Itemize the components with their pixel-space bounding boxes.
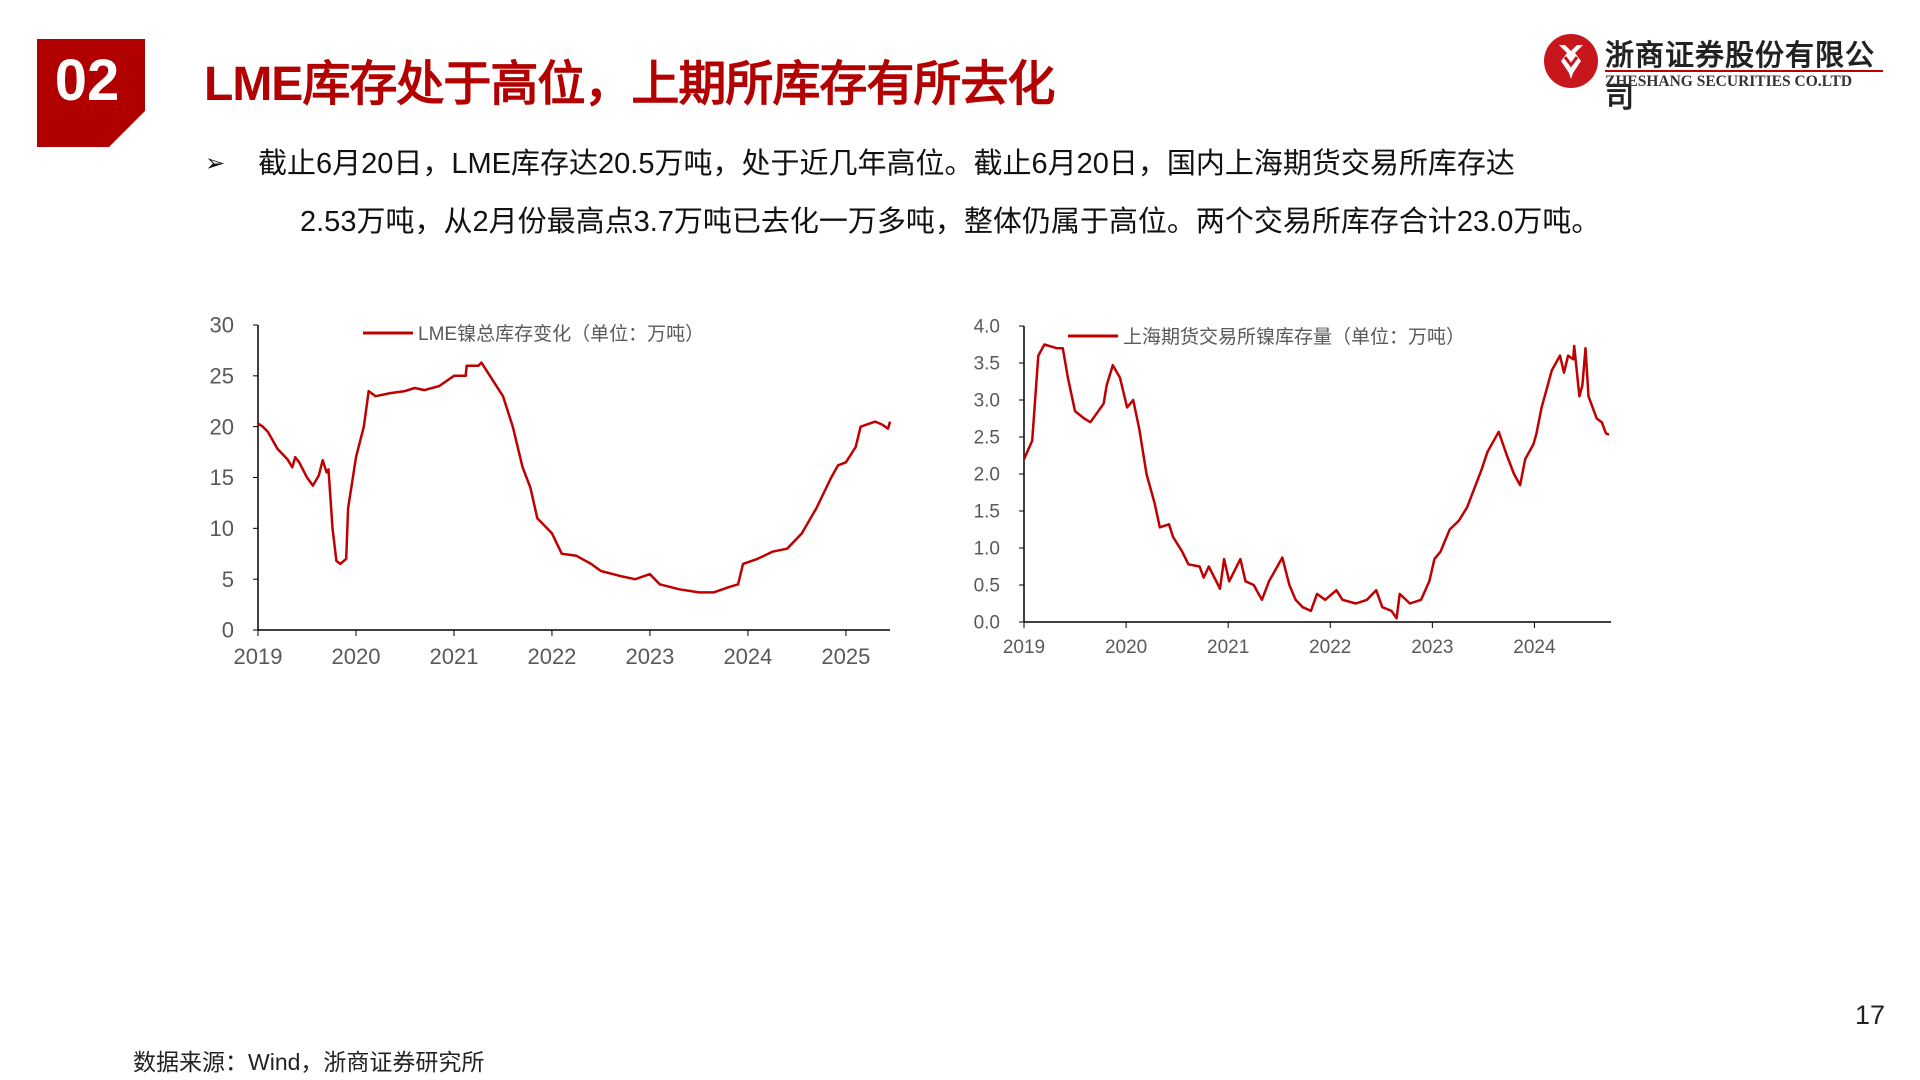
logo-rule bbox=[1605, 70, 1883, 72]
series-line bbox=[257, 361, 892, 594]
y-tick-label: 1.5 bbox=[974, 502, 1000, 523]
x-tick-label: 2021 bbox=[1207, 637, 1249, 658]
y-tick-label: 4.0 bbox=[974, 317, 1000, 338]
y-tick-label: 25 bbox=[210, 364, 234, 389]
x-tick-label: 2023 bbox=[1411, 637, 1453, 658]
y-tick-label: 3.5 bbox=[974, 354, 1000, 375]
y-tick-label: 10 bbox=[210, 516, 234, 541]
y-tick-label: 1.0 bbox=[974, 539, 1000, 560]
y-tick-label: 15 bbox=[210, 465, 234, 490]
x-tick-label: 2025 bbox=[821, 644, 870, 669]
y-tick-label: 2.5 bbox=[974, 428, 1000, 449]
company-logo: 浙商证券股份有限公司 ZHESHANG SECURITIES CO.LTD bbox=[1543, 30, 1883, 114]
x-tick-label: 2021 bbox=[429, 644, 478, 669]
bullet-line-2: 2.53万吨，从2月份最高点3.7万吨已去化一万多吨，整体仍属于高位。两个交易所… bbox=[300, 206, 1601, 238]
bullet-line-1: 截止6月20日，LME库存达20.5万吨，处于近几年高位。截止6月20日，国内上… bbox=[258, 148, 1515, 180]
x-tick-label: 2023 bbox=[625, 644, 674, 669]
page-number: 17 bbox=[1855, 1000, 1886, 1030]
y-tick-label: 20 bbox=[210, 414, 234, 439]
chart-2: 0.0 0.5 1.0 1.5 2.0 2.5 3.0 3.5 4.0 2019 2020 2021 2… bbox=[974, 317, 1611, 658]
badge-shape bbox=[37, 39, 145, 147]
y-tick-label: 0.0 bbox=[974, 613, 1000, 634]
series-line bbox=[1022, 343, 1610, 620]
legend-label: LME镍总库存变化（单位：万吨） bbox=[418, 323, 704, 345]
section-badge: 02 bbox=[37, 39, 145, 147]
x-tick-label: 2024 bbox=[1513, 637, 1556, 658]
y-tick-label: 3.0 bbox=[974, 391, 1000, 412]
y-tick-label: 0 bbox=[222, 618, 234, 643]
y-tick-label: 5 bbox=[222, 567, 234, 592]
x-tick-label: 2022 bbox=[527, 644, 576, 669]
logo-emblem-icon bbox=[1544, 34, 1598, 88]
y-tick-label: 0.5 bbox=[974, 576, 1000, 597]
y-tick-label: 30 bbox=[210, 313, 234, 338]
x-tick-label: 2024 bbox=[723, 644, 772, 669]
logo-cn: 浙商证券股份有限公司 bbox=[1605, 40, 1876, 114]
x-tick-label: 2019 bbox=[234, 644, 283, 669]
arrow-bullet-icon: ➢ bbox=[205, 150, 226, 177]
logo-en: ZHESHANG SECURITIES CO.LTD bbox=[1605, 73, 1853, 90]
data-source: 数据来源：Wind，浙商证券研究所 bbox=[133, 1049, 485, 1075]
legend-label: 上海期货交易所镍库存量（单位：万吨） bbox=[1123, 326, 1465, 348]
y-tick-label: 2.0 bbox=[974, 465, 1000, 486]
x-tick-label: 2019 bbox=[1003, 637, 1045, 658]
page-title: LME库存处于高位，上期所库存有所去化 bbox=[204, 58, 1055, 111]
bullet-paragraph: ➢ 截止6月20日，LME库存达20.5万吨，处于近几年高位。截止6月20日，国… bbox=[205, 135, 1705, 251]
section-number: 02 bbox=[54, 48, 120, 113]
x-tick-label: 2020 bbox=[332, 644, 381, 669]
x-tick-label: 2022 bbox=[1309, 637, 1351, 658]
x-tick-label: 2020 bbox=[1105, 637, 1147, 658]
